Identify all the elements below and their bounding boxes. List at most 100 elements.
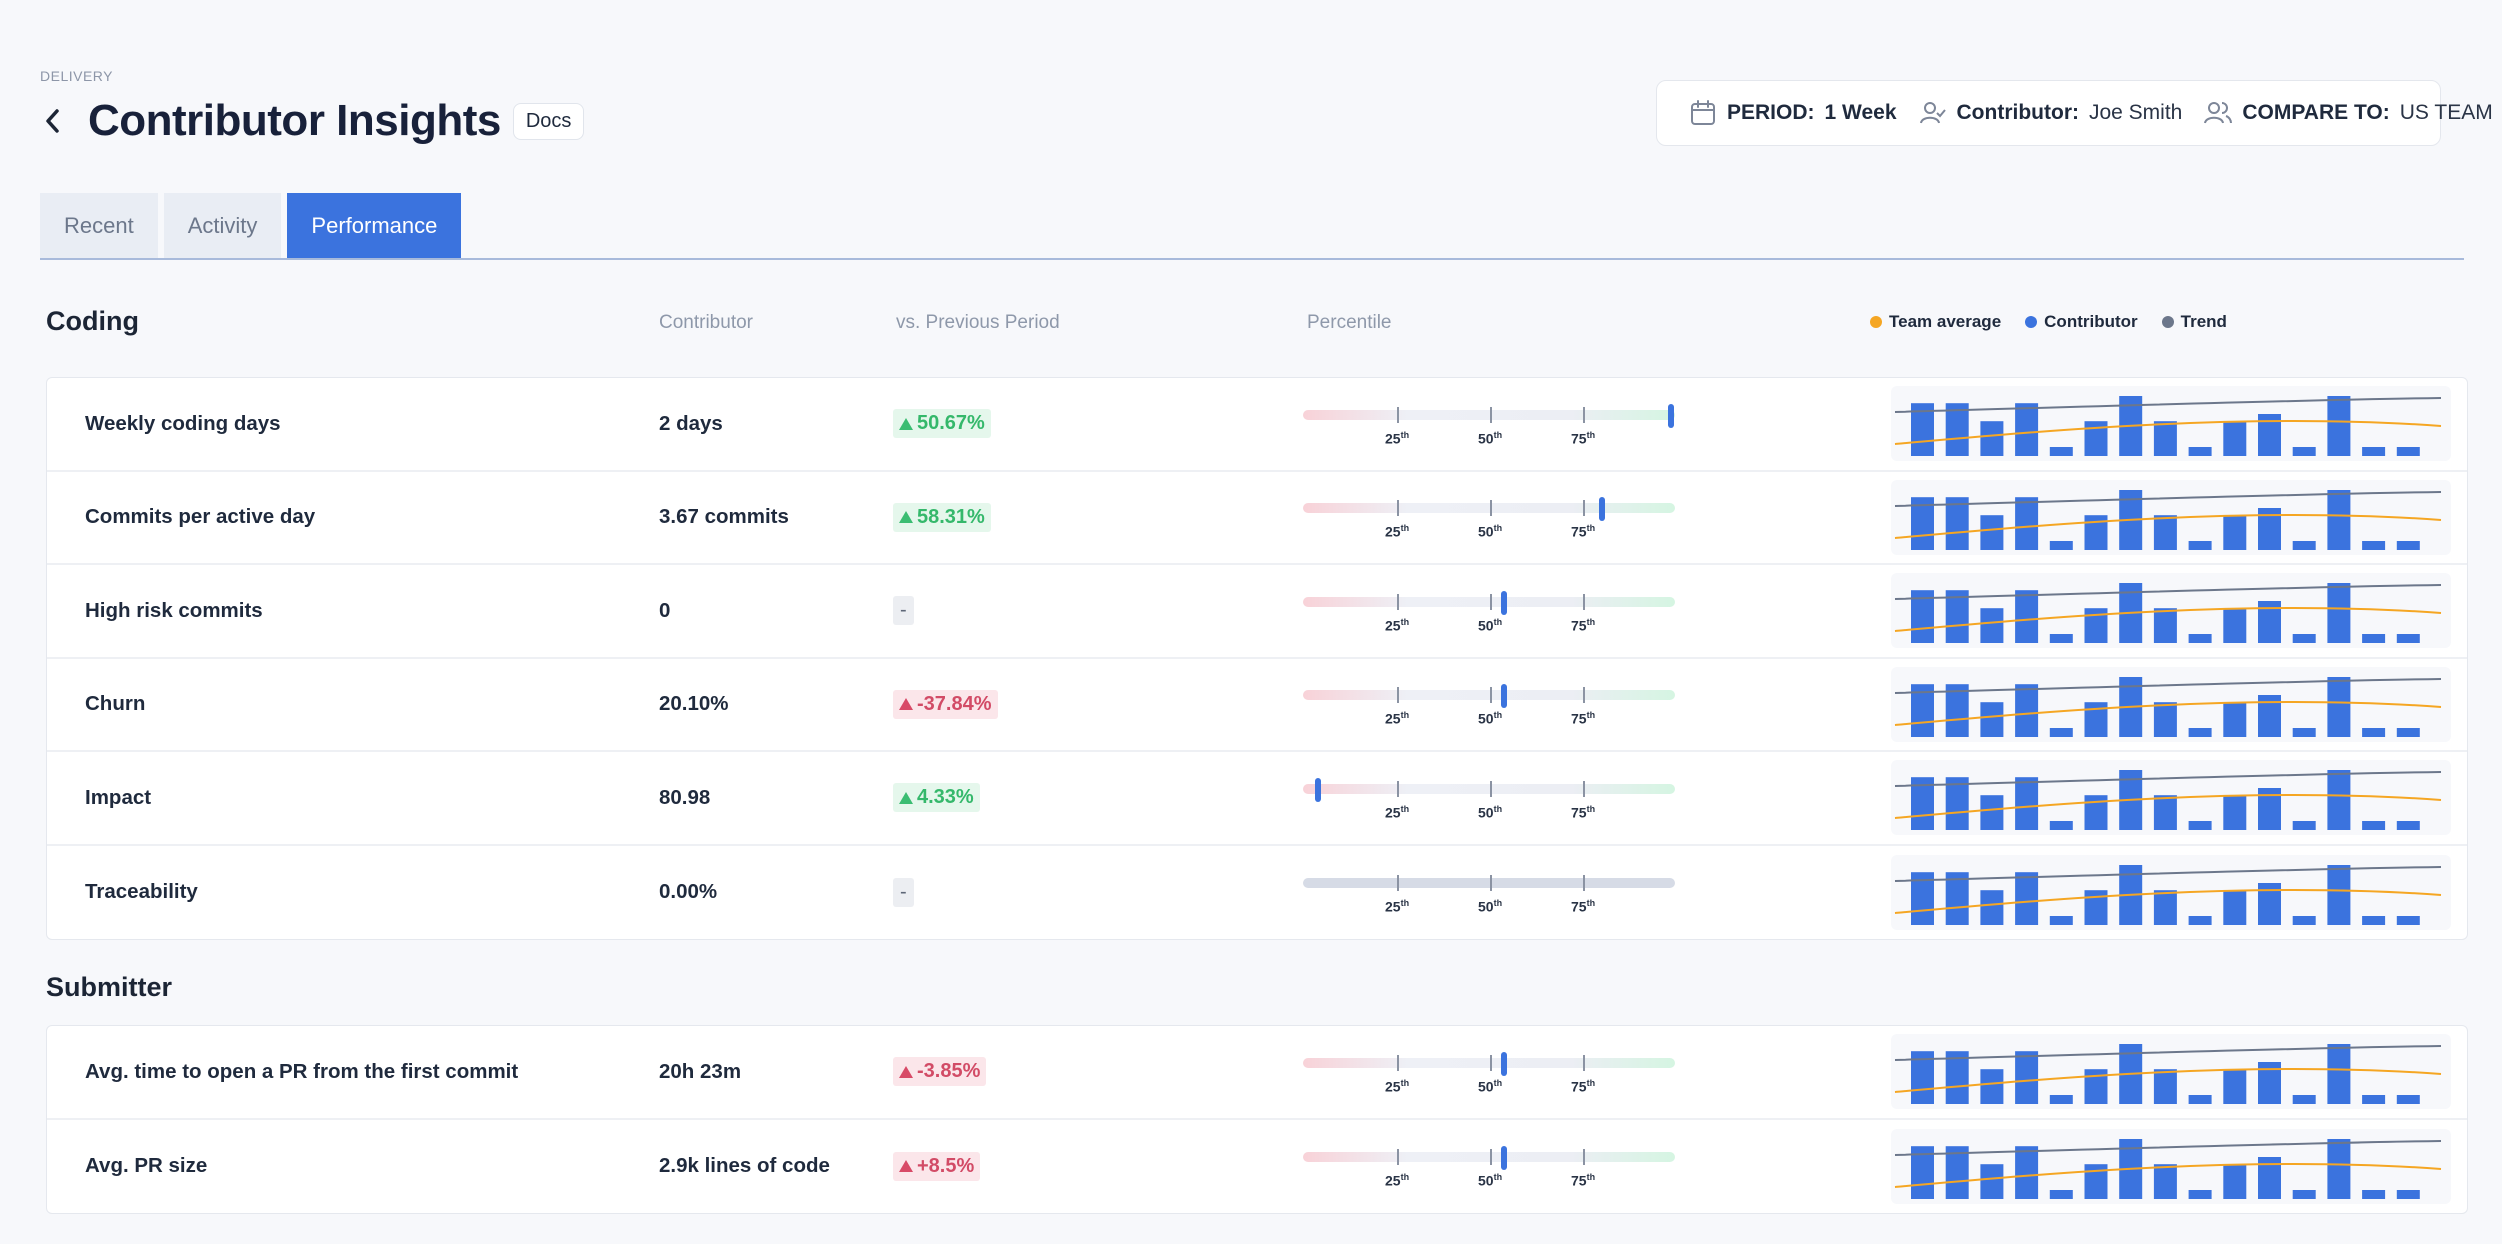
change-value: 50.67% (917, 412, 985, 435)
trend-bar (2049, 634, 2073, 644)
trend-chart (1891, 573, 2451, 649)
tab-performance[interactable]: Performance (287, 193, 462, 259)
change-badge: -3.85% (893, 1057, 987, 1087)
trend-bar (2327, 676, 2351, 737)
percentile-tick-label: 25th (1385, 710, 1409, 727)
legend-label: Team average (1889, 312, 2002, 331)
percentile-tick-label: 25th (1385, 430, 1409, 447)
percentile-track (1303, 503, 1675, 514)
trend-line (1894, 1139, 2442, 1156)
table-row[interactable]: Weekly coding days 2 days 50.67% 25th 50th 75… (47, 378, 2467, 472)
trend-bar (1945, 777, 1969, 831)
trend-bar (1945, 683, 1969, 737)
trend-bar (2015, 403, 2039, 457)
tick-suffix: th (1493, 898, 1503, 909)
legend-contributor: Contributor (2025, 312, 2138, 332)
trend-line (1894, 490, 2442, 507)
percentile-tick-label: 50th (1478, 430, 1502, 447)
trend-bar (2362, 915, 2386, 925)
page-title: Contributor Insights (88, 96, 501, 145)
percentile-cell: 25th 50th 75th (1303, 1026, 1683, 1118)
trend-bar (2223, 889, 2247, 925)
change-badge: 50.67% (893, 409, 991, 439)
triangle-up-icon (899, 698, 913, 711)
table-row[interactable]: Avg. PR size 2.9k lines of code +8.5% 25th 5… (47, 1120, 2467, 1214)
percentile-tick-label: 75th (1571, 898, 1595, 915)
percentile-tick (1490, 687, 1492, 704)
period-label: PERIOD: (1727, 101, 1815, 124)
trend-bar (2396, 821, 2420, 831)
tick-number: 75 (1571, 710, 1587, 727)
trend-bar (2362, 634, 2386, 644)
tick-suffix: th (1586, 1077, 1596, 1088)
trend-bar (2292, 727, 2316, 737)
table-row[interactable]: Impact 80.98 4.33% 25th 50th 75th (47, 752, 2467, 846)
trend-bar (2084, 889, 2108, 925)
percentile-tick (1490, 1149, 1492, 1166)
tab-recent[interactable]: Recent (40, 193, 158, 259)
period-filter[interactable]: PERIOD: 1 Week (1689, 99, 1897, 127)
percentile-tick-label: 75th (1571, 523, 1595, 540)
docs-button[interactable]: Docs (512, 102, 585, 140)
change-cell: 4.33% (893, 752, 980, 844)
percentile-marker[interactable] (1314, 777, 1321, 802)
percentile-bar: 25th 50th 75th (1303, 1042, 1679, 1102)
breadcrumb[interactable]: DELIVERY (40, 68, 113, 84)
back-button[interactable] (40, 106, 66, 136)
table-row[interactable]: Churn 20.10% -37.84% 25th 50th 75th (47, 659, 2467, 752)
triangle-up-icon (899, 1160, 913, 1173)
trend-bar (2258, 788, 2281, 831)
change-value: - (900, 599, 907, 622)
tick-suffix: th (1493, 803, 1503, 814)
trend-bar (2015, 1145, 2039, 1199)
percentile-marker[interactable] (1500, 684, 1507, 709)
trend-bar (2015, 496, 2039, 550)
trend-cell (1891, 378, 2451, 470)
contributor-filter[interactable]: Contributor: Joe Smith (1919, 99, 2182, 127)
percentile-bar: 25th 50th 75th (1303, 581, 1679, 641)
percentile-bar: 25th 50th 75th (1303, 394, 1679, 454)
percentile-tick-label: 50th (1478, 710, 1502, 727)
trend-bar (2049, 915, 2073, 925)
section-title-submitter: Submitter (46, 972, 173, 1002)
trend-chart (1891, 1034, 2451, 1110)
tick-suffix: th (1493, 523, 1503, 534)
trend-bar (2396, 1095, 2420, 1105)
percentile-marker[interactable] (1668, 403, 1674, 428)
tick-number: 25 (1385, 804, 1401, 821)
percentile-cell: 25th 50th 75th (1303, 659, 1683, 751)
trend-cell (1891, 1026, 2451, 1118)
table-row[interactable]: Avg. time to open a PR from the first co… (47, 1026, 2467, 1120)
tick-suffix: th (1400, 898, 1410, 909)
trend-bar (2362, 821, 2386, 831)
change-cell: -3.85% (893, 1026, 987, 1118)
table-row[interactable]: High risk commits 0-25th 50th 75th (47, 565, 2467, 659)
percentile-marker[interactable] (1500, 590, 1507, 615)
tick-suffix: th (1586, 1172, 1596, 1183)
column-header-percentile: Percentile (1307, 312, 1392, 333)
trend-cell (1891, 752, 2451, 844)
tick-number: 50 (1478, 617, 1494, 634)
percentile-tick (1583, 593, 1585, 610)
trend-chart (1891, 854, 2451, 930)
table-row[interactable]: Traceability 0.00% -25th 50th 75th (47, 846, 2467, 940)
filter-bar: PERIOD: 1 Week Contributor: Joe Smith CO… (1656, 80, 2493, 146)
tab-activity[interactable]: Activity (163, 193, 282, 259)
percentile-cell: 25th 50th 75th (1303, 472, 1683, 564)
table-row[interactable]: Commits per active day 3.67 commits 58.31%… (47, 472, 2467, 565)
trend-bar (2327, 770, 2351, 831)
percentile-bar: 25th 50th 75th (1303, 862, 1679, 922)
percentile-marker[interactable] (1500, 1051, 1507, 1076)
tick-suffix: th (1400, 429, 1410, 440)
compare-filter[interactable]: COMPARE TO: US TEAM (2204, 99, 2493, 127)
percentile-marker[interactable] (1598, 497, 1605, 522)
percentile-tick (1583, 1054, 1585, 1071)
trend-bar (2258, 601, 2281, 644)
percentile-tick (1583, 687, 1585, 704)
trend-chart (1891, 1128, 2451, 1204)
percentile-cell: 25th 50th 75th (1303, 846, 1683, 940)
metric-name: Churn (85, 692, 146, 716)
percentile-tick (1583, 500, 1585, 517)
trend-bar (2223, 608, 2247, 644)
percentile-marker[interactable] (1500, 1146, 1507, 1171)
